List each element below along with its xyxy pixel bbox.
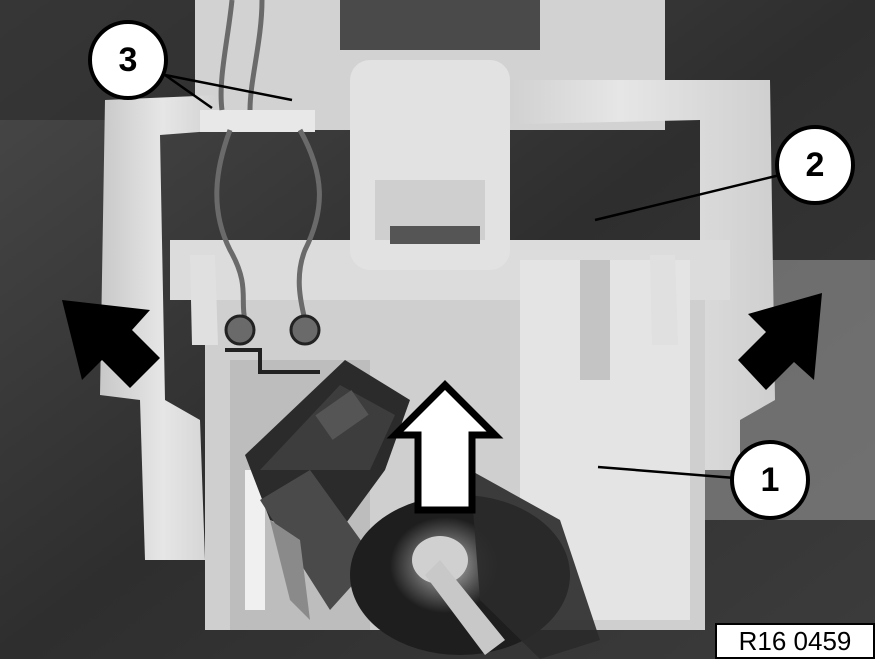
callout-2-label: 2 [806,146,825,184]
callout-1: 1 [730,440,810,520]
cable-wires [214,0,322,321]
left-pointer-arrow [62,300,160,388]
callout-1-label: 1 [761,461,780,499]
callout-2: 2 [775,125,855,205]
callout-3-label: 3 [119,41,138,79]
contact-terminals [224,314,321,374]
right-pointer-arrow [738,293,822,390]
pull-up-arrow [386,380,504,514]
callout-leader-lines [164,73,781,480]
callout-3: 3 [88,20,168,100]
figure-reference-code: R16 0459 [715,623,875,659]
rotary-handle [350,470,600,659]
connector-plug [245,360,410,620]
